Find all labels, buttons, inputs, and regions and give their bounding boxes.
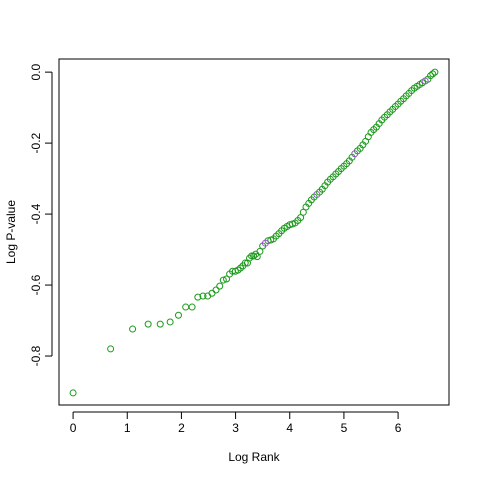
x-tick-label: 6	[395, 421, 402, 435]
point	[313, 191, 321, 199]
point	[297, 214, 305, 222]
x-tick-label: 2	[178, 421, 185, 435]
point	[246, 254, 254, 262]
point	[199, 292, 207, 300]
point	[261, 239, 269, 247]
point	[129, 325, 137, 333]
point	[69, 389, 77, 397]
point	[156, 320, 164, 328]
x-tick-label: 3	[232, 421, 239, 435]
point	[208, 289, 216, 297]
point	[174, 311, 182, 319]
y-tick-label: -0.4	[29, 203, 43, 224]
point	[237, 264, 245, 272]
y-axis-label: Log P-value	[4, 200, 18, 264]
point	[144, 320, 152, 328]
point	[253, 253, 261, 261]
point	[223, 275, 231, 283]
point	[241, 259, 249, 267]
x-tick-label: 0	[70, 421, 77, 435]
point	[256, 247, 264, 255]
point	[194, 293, 202, 301]
point	[299, 208, 307, 216]
point	[351, 150, 359, 158]
point	[427, 72, 435, 80]
y-tick-label: 0.0	[29, 63, 43, 80]
plot-frame	[58, 58, 450, 406]
y-tick-label: -0.8	[29, 345, 43, 366]
x-tick-label: 5	[341, 421, 348, 435]
point	[421, 77, 429, 85]
point	[216, 282, 224, 290]
x-axis-label: Log Rank	[228, 450, 280, 464]
point	[182, 303, 190, 311]
point	[429, 70, 437, 78]
point	[219, 276, 227, 284]
x-tick-label: 4	[286, 421, 293, 435]
point	[107, 345, 115, 353]
x-tick-label: 1	[124, 421, 131, 435]
point	[166, 318, 174, 326]
point	[250, 252, 258, 260]
point	[431, 68, 439, 76]
point	[212, 286, 220, 294]
y-tick-label: -0.6	[29, 274, 43, 295]
point	[188, 303, 196, 311]
y-tick-label: -0.2	[29, 132, 43, 153]
